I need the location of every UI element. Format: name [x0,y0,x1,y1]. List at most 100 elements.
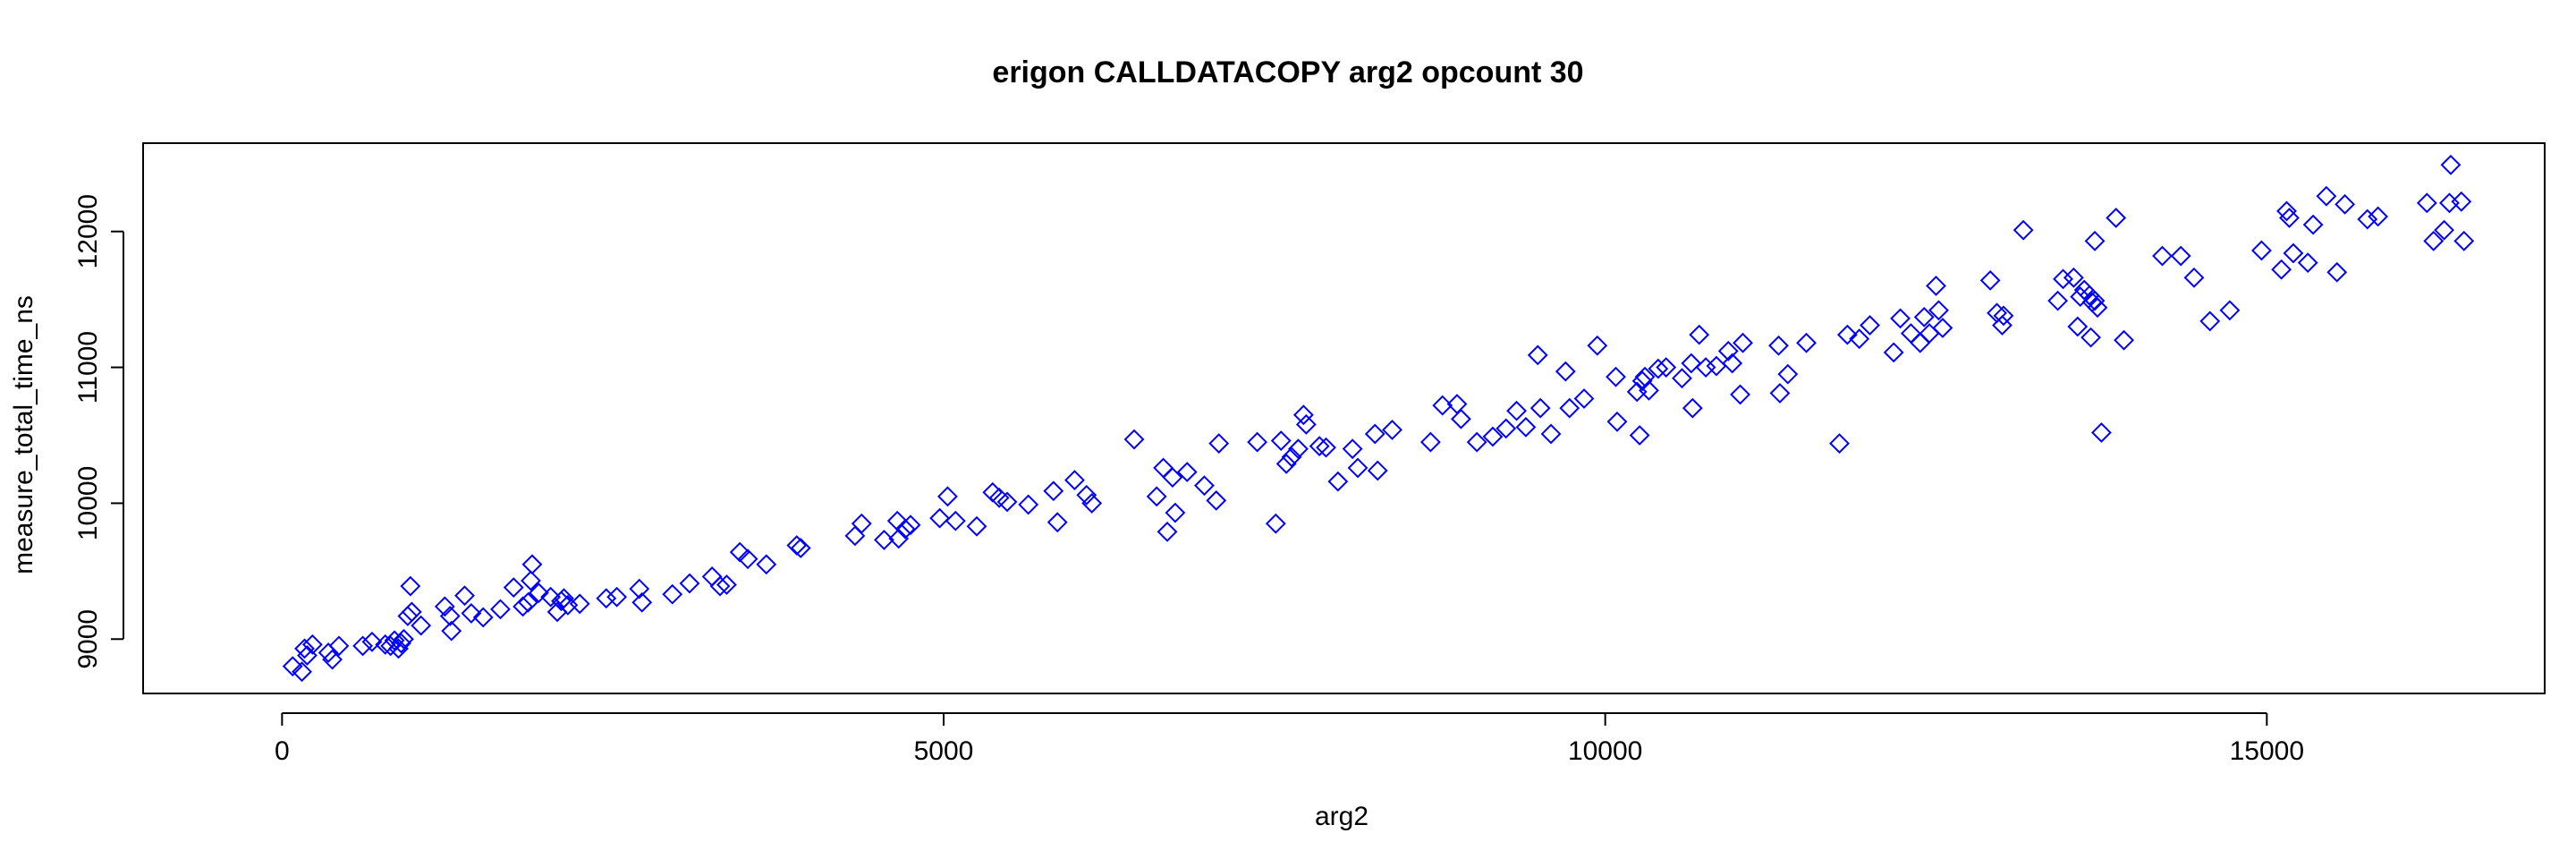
data-point [1176,462,1198,482]
data-point [441,620,462,642]
data-point [1629,425,1650,446]
x-tick-label: 15000 [2230,736,2304,766]
data-point [1043,481,1064,502]
data-point [1342,438,1363,460]
y-tick-label: 9000 [73,609,103,669]
data-point [1722,353,1743,374]
x-axis: 0 5000 10000 15000 [275,712,2304,766]
data-point [1836,324,1858,345]
data-point [1530,397,1551,419]
data-point [1606,366,1626,387]
data-point [1900,323,1921,344]
data-point [400,575,421,597]
data-point [1573,388,1595,409]
data-point [1288,438,1309,460]
data-point [929,507,950,529]
data-point [844,525,866,547]
data-point [2199,310,2221,332]
data-point [1527,344,1548,366]
data-point [1913,306,1935,327]
data-point [716,574,737,595]
data-point [1382,419,1402,440]
data-point [790,538,811,558]
y-tick-label: 12000 [73,194,103,268]
data-point [2170,245,2191,267]
data-point [2080,327,2102,348]
data-point [388,638,409,659]
data-point [786,535,808,556]
data-point [1979,269,2001,291]
data-point [557,594,579,616]
data-point [874,529,894,550]
data-point [2368,206,2389,227]
data-point [397,606,419,626]
data-point [1157,521,1178,542]
data-point [2316,185,2337,207]
data-point [2106,208,2127,228]
data-point [1327,471,1349,492]
data-point [2334,193,2356,215]
data-point [2326,261,2348,283]
data-point [394,628,414,650]
data-point [1206,489,1227,511]
data-point [1153,457,1174,479]
data-point [1270,430,1292,451]
data-point [2453,230,2475,251]
data-point [894,518,916,540]
data-points [282,154,2475,683]
data-point [1432,395,1453,416]
data-point [569,593,590,615]
data-point [1555,361,1576,382]
data-point [709,575,731,597]
data-point [982,481,1004,503]
data-point [1730,384,1750,405]
data-point [472,607,494,628]
data-point [2416,192,2437,214]
plot-frame [142,142,2546,694]
data-point [434,596,455,617]
y-axis: 9000 10000 11000 12000 [73,194,124,669]
data-point [2283,242,2304,264]
data-point [606,586,628,608]
data-point [1451,408,1471,430]
data-point [2084,290,2106,311]
chart-title: erigon CALLDATACOPY arg2 opcount 30 [992,55,1583,89]
data-point [2012,219,2034,241]
data-point [937,486,958,507]
data-point [631,591,653,613]
data-point [737,549,758,570]
data-point [1064,470,1085,491]
data-point [2434,219,2454,241]
data-point [1992,315,2012,336]
data-point [1046,512,1068,533]
data-point [1768,335,1789,356]
y-tick-label: 11000 [73,331,103,404]
data-point [1932,318,1953,338]
data-point [1672,368,1692,389]
x-axis-label: arg2 [1315,802,1368,831]
data-point [1689,324,1710,345]
data-point [361,631,383,652]
data-point [1466,431,1487,453]
x-tick-label: 0 [275,736,290,766]
data-point [2070,286,2091,308]
data-point [1316,437,1336,458]
data-point [888,528,910,549]
data-point [1883,342,1904,363]
data-point [2084,230,2106,251]
data-point [2067,316,2089,337]
x-tick-label: 10000 [1568,736,1642,766]
data-point [1295,413,1317,435]
data-point [1419,431,1441,453]
data-point [1367,460,1388,481]
data-point [301,634,323,655]
data-point [662,583,683,605]
data-point [322,649,343,670]
data-point [2279,208,2300,228]
data-point [380,635,402,657]
data-point [1162,467,1183,488]
data-point [1648,358,1669,379]
data-point [1496,418,1517,439]
data-point [521,554,543,575]
data-point [2297,252,2318,274]
